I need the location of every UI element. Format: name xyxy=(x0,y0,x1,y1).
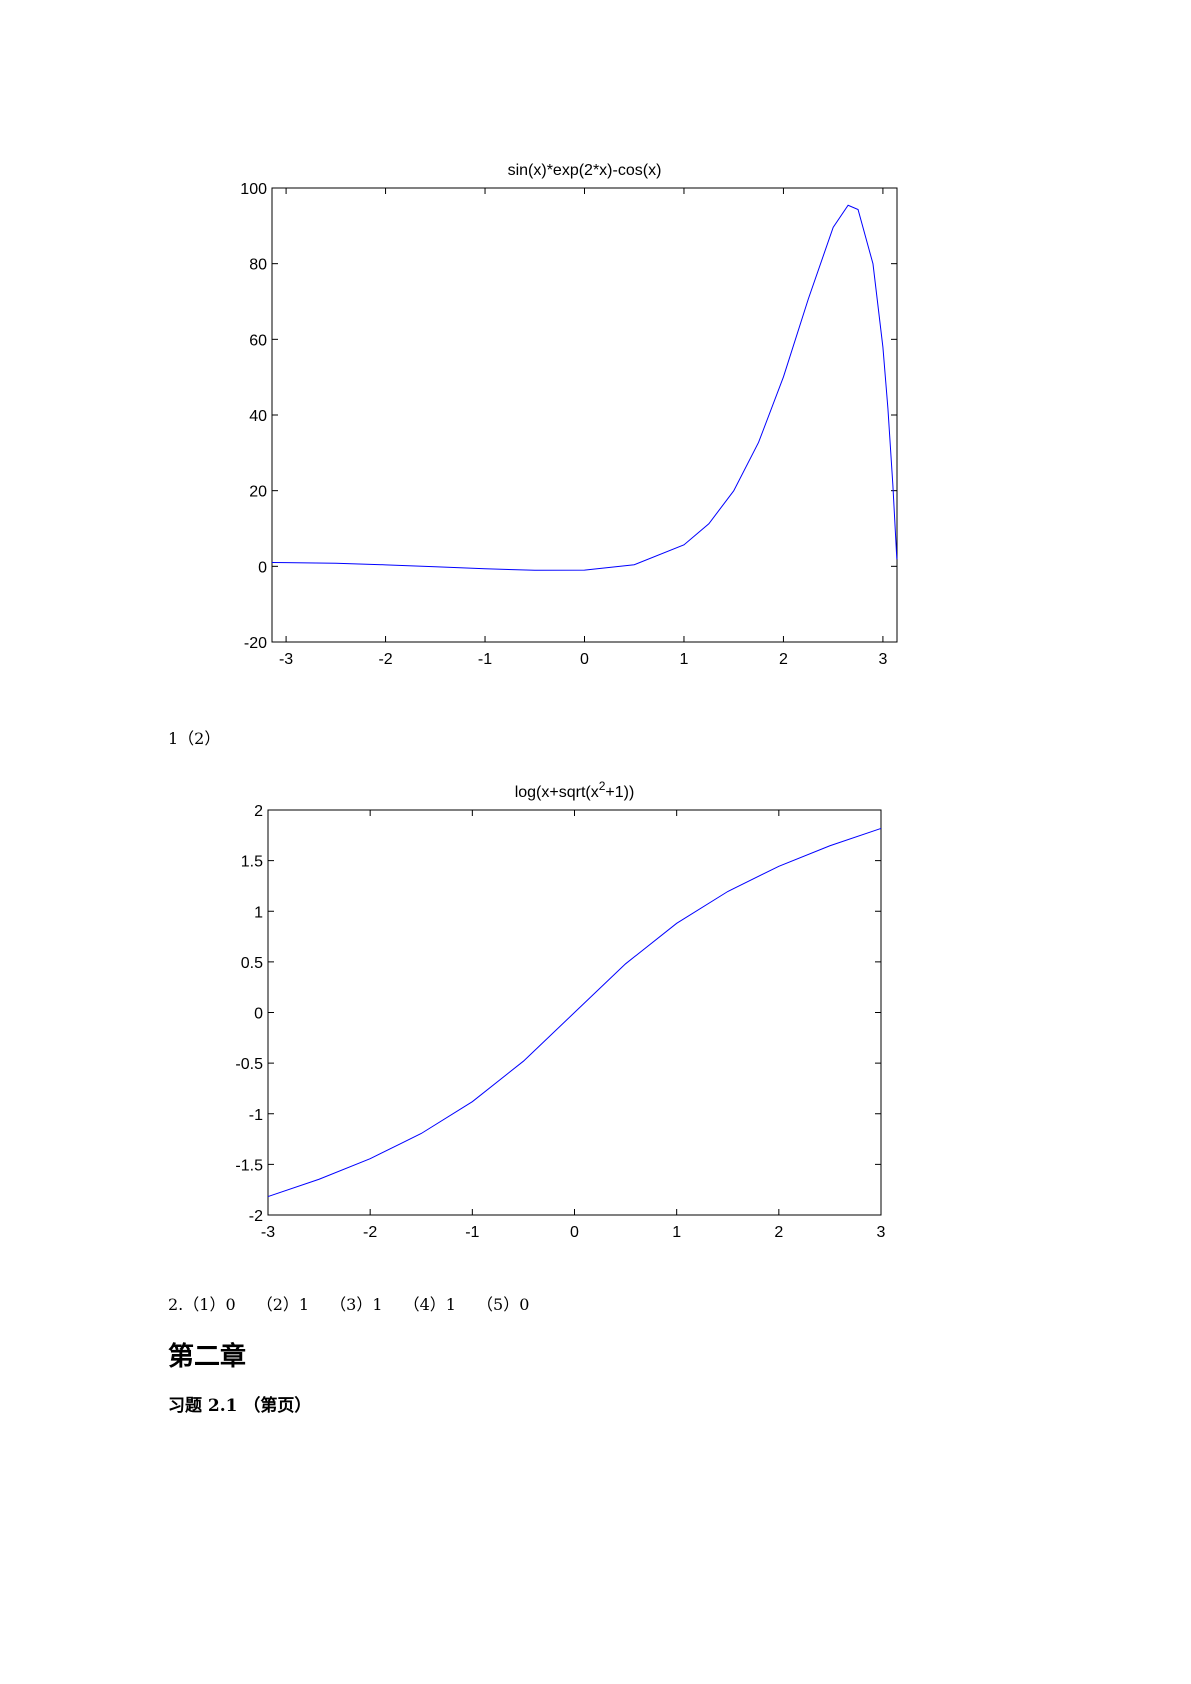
y-tick-label: 0 xyxy=(258,559,267,576)
y-tick-label: 40 xyxy=(249,408,267,425)
x-tick-label: -2 xyxy=(378,651,392,668)
y-tick-label: 2 xyxy=(254,803,263,820)
title-text: sin(x)*exp(2*x)-cos(x) xyxy=(508,162,662,179)
x-tick-label: 2 xyxy=(774,1224,783,1241)
x-tick-label: 1 xyxy=(680,651,689,668)
section-heading: 习题 2.1 （第页） xyxy=(168,1395,311,1416)
chart-title: sin(x)*exp(2*x)-cos(x) xyxy=(508,162,662,179)
y-tick-label: 0.5 xyxy=(241,955,263,972)
x-tick-label: 3 xyxy=(878,651,887,668)
y-tick-label: 0 xyxy=(254,1006,263,1023)
title-text: +1)) xyxy=(605,784,634,801)
x-tick-label: -1 xyxy=(478,651,492,668)
x-tick-label: 1 xyxy=(672,1224,681,1241)
charts: sin(x)*exp(2*x)-cos(x)-3 -2 -1 0 1 2 3-2002040… xyxy=(235,162,898,1241)
y-tick-label: -20 xyxy=(244,635,267,652)
y-tick-label: 80 xyxy=(249,257,267,274)
x-tick-label: 3 xyxy=(877,1224,886,1241)
chart: log(x+sqrt(x2+1))-3 -2 -1 0 1 2 3-2-1.5-1-0.50… xyxy=(235,779,885,1241)
x-tick-label: -2 xyxy=(363,1224,377,1241)
chart-title: log(x+sqrt(x2+1)) xyxy=(515,779,635,801)
paragraph: 2.（1）0 （2）1 （3）1 （4）1 （5）0 xyxy=(168,1295,529,1314)
y-tick-label: 20 xyxy=(249,484,267,501)
x-tick-label: -3 xyxy=(279,651,293,668)
x-tick-label: -3 xyxy=(261,1224,275,1241)
title-superscript: 2 xyxy=(599,779,606,793)
x-tick-label: 2 xyxy=(779,651,788,668)
y-tick-label: -1 xyxy=(249,1107,263,1124)
y-tick-label: -1.5 xyxy=(235,1157,263,1174)
y-tick-label: 100 xyxy=(240,181,267,198)
chapter-heading: 第二章 xyxy=(168,1341,246,1372)
plot-area xyxy=(271,187,898,643)
y-tick-label: 1 xyxy=(254,904,263,921)
paragraph: 1（2） xyxy=(168,729,220,748)
y-tick-label: 1.5 xyxy=(241,854,263,871)
y-tick-label: -0.5 xyxy=(235,1056,263,1073)
title-text: log(x+sqrt(x xyxy=(515,784,599,801)
chart: sin(x)*exp(2*x)-cos(x) -3 -2 -1 0 1 2 3 -20 0 20 40… xyxy=(240,162,898,668)
y-tick-label: 60 xyxy=(249,332,267,349)
line xyxy=(271,204,898,571)
x-tick-label: 0 xyxy=(570,1224,579,1241)
y-tick-label: -2 xyxy=(249,1208,263,1225)
line xyxy=(267,827,882,1198)
x-tick-label: -1 xyxy=(465,1224,479,1241)
x-tick-label: 0 xyxy=(580,651,589,668)
